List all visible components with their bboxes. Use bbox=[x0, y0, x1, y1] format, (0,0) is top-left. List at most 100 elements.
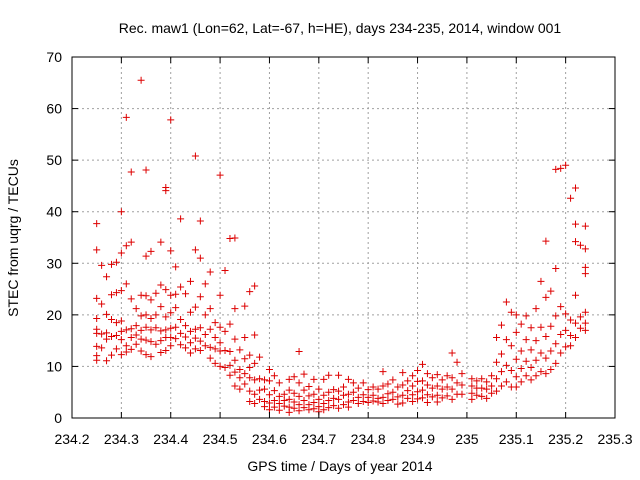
data-point bbox=[572, 220, 580, 228]
data-point bbox=[221, 363, 229, 371]
data-point bbox=[256, 375, 264, 383]
data-point bbox=[428, 374, 436, 382]
data-point bbox=[404, 394, 412, 402]
data-point bbox=[522, 357, 530, 365]
data-point bbox=[433, 382, 441, 390]
data-point bbox=[112, 319, 120, 327]
axis-ticks bbox=[71, 56, 616, 419]
data-point bbox=[206, 354, 214, 362]
data-point bbox=[552, 340, 560, 348]
data-point bbox=[142, 252, 150, 260]
data-point bbox=[364, 386, 372, 394]
data-point bbox=[325, 388, 333, 396]
data-point bbox=[132, 331, 140, 339]
data-point bbox=[93, 356, 101, 364]
data-point bbox=[98, 344, 106, 352]
data-point bbox=[265, 399, 273, 407]
data-point bbox=[221, 327, 229, 335]
data-point bbox=[468, 389, 476, 397]
x-tick-labels: 234.2 234.3 234.4 234.5 234.6 234.7 234.8 234.9… bbox=[54, 431, 632, 447]
data-point bbox=[354, 393, 362, 401]
data-point bbox=[340, 383, 347, 391]
data-point bbox=[581, 222, 589, 230]
y-tick-label: 10 bbox=[46, 358, 62, 374]
data-point bbox=[414, 388, 422, 396]
y-tick-label: 20 bbox=[46, 307, 62, 323]
data-point bbox=[137, 76, 145, 84]
data-point bbox=[330, 386, 338, 394]
data-point bbox=[335, 387, 343, 395]
data-point bbox=[512, 373, 520, 381]
y-tick-label: 40 bbox=[46, 204, 62, 220]
data-point bbox=[98, 330, 106, 338]
data-point bbox=[468, 395, 476, 403]
data-point bbox=[221, 267, 229, 275]
data-point bbox=[112, 289, 120, 297]
data-point bbox=[152, 324, 160, 332]
data-point bbox=[231, 382, 239, 390]
data-point bbox=[147, 296, 155, 304]
data-point bbox=[196, 254, 204, 262]
data-point bbox=[211, 345, 219, 353]
data-point bbox=[216, 291, 224, 299]
data-point bbox=[167, 334, 175, 342]
data-point bbox=[512, 355, 520, 363]
data-point bbox=[290, 398, 298, 406]
data-point bbox=[448, 349, 456, 357]
x-tick-label: 234.2 bbox=[54, 431, 89, 447]
x-tick-label: 234.8 bbox=[351, 431, 386, 447]
y-tick-label: 70 bbox=[46, 49, 62, 65]
data-point bbox=[182, 344, 190, 352]
data-point bbox=[507, 342, 515, 350]
data-point bbox=[502, 378, 510, 386]
data-point bbox=[167, 291, 175, 299]
data-point bbox=[206, 325, 214, 333]
data-point bbox=[117, 249, 125, 257]
data-point bbox=[112, 345, 120, 353]
data-point bbox=[122, 326, 130, 334]
data-point bbox=[359, 397, 367, 405]
data-point bbox=[112, 331, 120, 339]
data-point bbox=[438, 385, 446, 393]
data-point bbox=[231, 356, 239, 364]
data-point bbox=[502, 336, 510, 344]
data-point bbox=[127, 325, 135, 333]
data-point bbox=[567, 194, 575, 202]
data-point bbox=[122, 242, 130, 250]
data-point bbox=[389, 376, 397, 384]
data-point bbox=[182, 322, 190, 330]
data-point bbox=[98, 261, 106, 269]
data-point bbox=[167, 342, 175, 350]
data-point bbox=[414, 367, 422, 375]
data-point bbox=[305, 383, 313, 391]
data-point bbox=[369, 383, 377, 391]
x-tick-label: 234.5 bbox=[203, 431, 238, 447]
data-point bbox=[344, 403, 352, 411]
data-point bbox=[142, 323, 150, 331]
data-point bbox=[423, 370, 431, 378]
data-point bbox=[581, 270, 589, 278]
data-point bbox=[191, 303, 199, 311]
data-point bbox=[117, 327, 125, 335]
data-point bbox=[191, 334, 199, 342]
data-point bbox=[132, 340, 140, 348]
data-point bbox=[428, 384, 436, 392]
data-point bbox=[537, 349, 545, 357]
data-point bbox=[522, 372, 530, 380]
data-point bbox=[483, 378, 491, 386]
data-point bbox=[399, 391, 407, 399]
data-point bbox=[280, 402, 288, 410]
data-point bbox=[117, 336, 125, 344]
data-point bbox=[152, 311, 160, 319]
data-point bbox=[305, 392, 313, 400]
data-point bbox=[453, 358, 461, 366]
data-point bbox=[275, 379, 283, 387]
data-point bbox=[256, 395, 264, 403]
data-point bbox=[572, 291, 580, 299]
grid-lines bbox=[72, 57, 615, 418]
data-point bbox=[172, 335, 180, 343]
y-tick-labels: 0 10 20 30 40 50 60 70 bbox=[46, 49, 62, 426]
data-point bbox=[241, 334, 249, 342]
data-point bbox=[275, 406, 283, 414]
